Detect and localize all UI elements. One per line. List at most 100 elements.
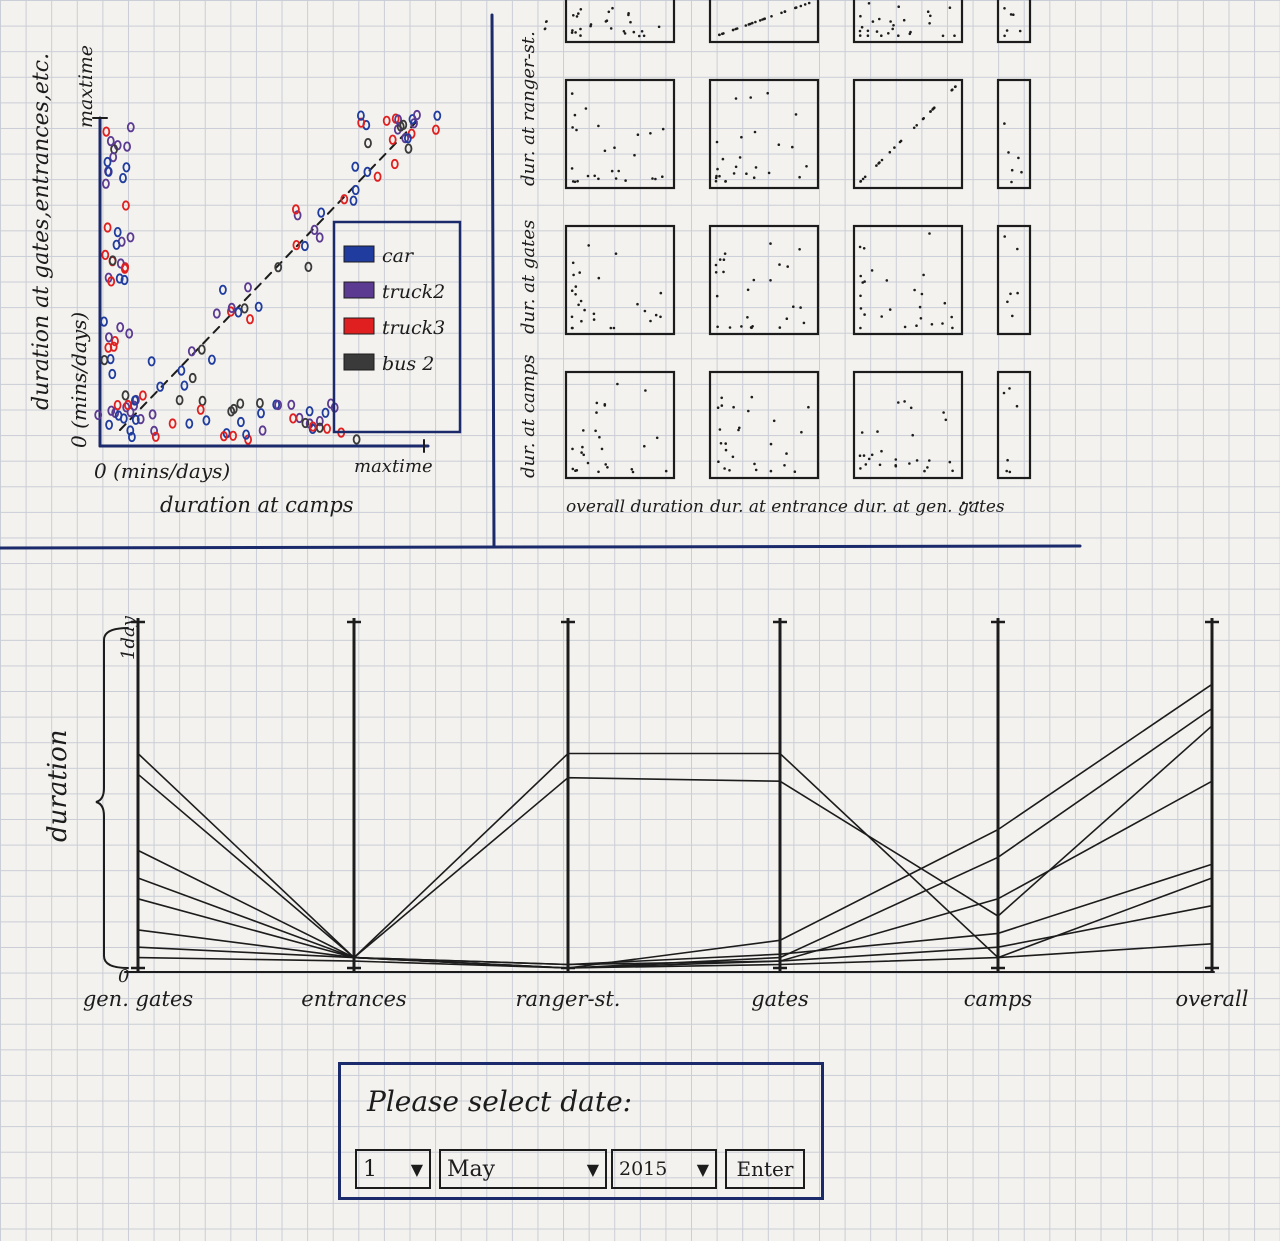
matrix-point [751, 21, 754, 25]
matrix-point [766, 91, 769, 95]
matrix-point [908, 462, 911, 465]
scatter-point [122, 200, 130, 211]
matrix-point [915, 324, 918, 328]
matrix-point [871, 20, 875, 23]
scatter-point [388, 134, 397, 145]
enter-button[interactable]: Enter [725, 1149, 805, 1189]
matrix-point [728, 469, 731, 472]
matrix-point [570, 31, 574, 34]
matrix-point [909, 30, 912, 34]
matrix-point [805, 165, 808, 168]
matrix-point [749, 96, 752, 99]
matrix-cell [564, 224, 676, 336]
scatter-point [105, 419, 113, 430]
matrix-point [1007, 151, 1010, 154]
matrix-point [747, 409, 750, 413]
scatter-point [136, 413, 145, 425]
matrix-point [627, 12, 630, 15]
matrix-point [912, 126, 916, 130]
matrix-point [863, 280, 866, 283]
matrix-point [1008, 470, 1012, 474]
matrix-point [636, 133, 640, 136]
scatter-point [106, 353, 115, 365]
matrix-point [574, 293, 577, 296]
scatter-point [364, 138, 372, 149]
matrix-point [572, 14, 575, 17]
scatter-point [323, 423, 332, 434]
scatter-point [102, 126, 111, 137]
matrix-point [638, 34, 641, 38]
scatter-point [177, 365, 186, 376]
legend-swatch-bus2 [343, 353, 375, 371]
matrix-point [880, 34, 883, 37]
matrix-point [1016, 247, 1019, 251]
matrix-point [1005, 469, 1008, 473]
matrix-point [654, 177, 657, 181]
legend-label-bus2: bus 2 [382, 353, 434, 375]
matrix-point [1005, 29, 1009, 32]
scatter-point [305, 406, 314, 417]
matrix-point [754, 166, 758, 169]
parallel-polyline [137, 943, 1213, 969]
scatter-point [212, 308, 221, 319]
matrix-point [600, 447, 604, 451]
matrix-point [580, 319, 583, 323]
matrix-point [902, 18, 906, 22]
scatter-point [124, 399, 132, 411]
scatter-point [116, 258, 125, 269]
scatter-point [102, 178, 110, 189]
matrix-cell [996, 0, 1032, 44]
chevron-down-icon: ▼ [410, 1159, 423, 1179]
matrix-point [734, 97, 738, 100]
matrix-cell [564, 78, 676, 190]
scatter-point [119, 173, 127, 184]
scatter-point [258, 425, 267, 436]
matrix-point [738, 156, 742, 159]
scatter-point [242, 429, 251, 440]
matrix-point [941, 322, 944, 325]
scatter-point [357, 117, 366, 128]
matrix-point [597, 470, 600, 474]
matrix-point [767, 171, 771, 175]
matrix-point [595, 401, 599, 405]
matrix-point [919, 317, 923, 320]
matrix-point [923, 469, 926, 473]
year-select[interactable]: 2015 ▼ [611, 1149, 717, 1189]
scatter-point [236, 398, 245, 409]
day-select[interactable]: 1 ▼ [355, 1149, 431, 1189]
matrix-cell [564, 370, 676, 480]
scatter-point [292, 240, 301, 251]
scatter-point [113, 399, 122, 411]
scatter-point [315, 415, 324, 427]
matrix-point [862, 247, 866, 250]
matrix-point [921, 117, 925, 121]
scatter-point [433, 110, 442, 121]
parallel-polyline [137, 752, 1213, 959]
scatter-point [150, 425, 159, 436]
matrix-point [631, 470, 635, 474]
matrix-point [1010, 168, 1014, 172]
matrix-point [791, 145, 794, 149]
matrix-point [570, 92, 574, 95]
matrix-point [800, 430, 803, 434]
legend-item-bus2: bus 2 [343, 353, 434, 375]
matrix-point [737, 428, 740, 432]
scatter-point [198, 395, 207, 406]
scatter-point [130, 395, 139, 406]
matrix-point [740, 135, 743, 139]
matrix-point [573, 180, 577, 184]
scatter-point [240, 303, 249, 314]
matrix-point [1009, 292, 1012, 296]
month-select[interactable]: May ▼ [439, 1149, 607, 1189]
matrix-point [892, 24, 895, 27]
scatter-point [196, 404, 205, 415]
matrix-point [617, 169, 620, 173]
scatter-point [126, 232, 135, 243]
matrix-point [1008, 387, 1011, 390]
parallel-y-label: duration [43, 730, 73, 842]
scatter-point [113, 227, 122, 238]
matrix-point [870, 269, 874, 272]
matrix-point [657, 25, 661, 29]
matrix-point [579, 8, 583, 11]
